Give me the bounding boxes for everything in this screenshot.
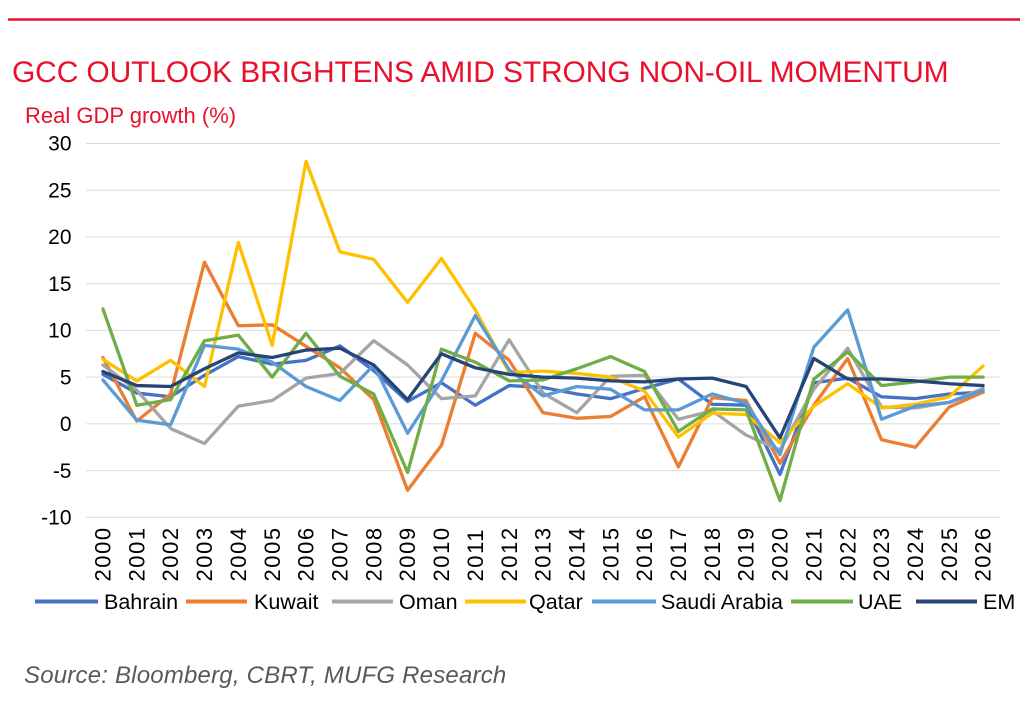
svg-text:2017: 2017 (666, 526, 691, 581)
svg-text:2018: 2018 (700, 526, 725, 581)
svg-text:2015: 2015 (598, 526, 623, 581)
svg-text:2023: 2023 (869, 526, 894, 581)
svg-text:2022: 2022 (835, 526, 860, 581)
svg-text:2016: 2016 (632, 526, 657, 581)
svg-text:Oman: Oman (399, 590, 458, 614)
svg-text:Kuwait: Kuwait (254, 590, 319, 614)
svg-text:-5: -5 (53, 460, 72, 483)
svg-text:2002: 2002 (158, 526, 183, 581)
svg-text:2012: 2012 (497, 526, 522, 581)
svg-text:10: 10 (48, 320, 71, 343)
svg-text:2007: 2007 (327, 526, 352, 581)
svg-text:2006: 2006 (294, 526, 319, 581)
svg-text:2026: 2026 (971, 526, 996, 581)
svg-text:2000: 2000 (91, 526, 116, 581)
svg-text:2014: 2014 (564, 526, 589, 581)
svg-text:5: 5 (60, 366, 72, 389)
svg-text:EM: EM (983, 590, 1015, 614)
svg-text:2003: 2003 (192, 526, 217, 581)
svg-text:2019: 2019 (734, 526, 759, 581)
svg-text:2020: 2020 (768, 526, 793, 581)
svg-text:25: 25 (48, 179, 71, 202)
svg-text:2011: 2011 (463, 528, 488, 582)
svg-text:2021: 2021 (801, 526, 826, 581)
svg-text:2001: 2001 (124, 526, 149, 581)
svg-text:2008: 2008 (361, 526, 386, 581)
svg-text:Qatar: Qatar (529, 590, 583, 614)
svg-text:0: 0 (60, 413, 72, 436)
svg-text:2005: 2005 (260, 526, 285, 581)
svg-text:2013: 2013 (531, 526, 556, 581)
svg-text:20: 20 (48, 226, 71, 249)
svg-text:UAE: UAE (858, 590, 902, 614)
svg-text:2025: 2025 (937, 526, 962, 581)
svg-text:Saudi Arabia: Saudi Arabia (661, 590, 783, 614)
svg-text:2004: 2004 (226, 526, 251, 581)
svg-text:30: 30 (48, 133, 71, 156)
svg-text:-10: -10 (41, 507, 71, 530)
svg-text:15: 15 (48, 273, 71, 296)
svg-text:2024: 2024 (903, 526, 928, 581)
svg-text:2009: 2009 (395, 526, 420, 581)
svg-text:2010: 2010 (429, 526, 454, 581)
svg-text:Bahrain: Bahrain (104, 590, 178, 614)
